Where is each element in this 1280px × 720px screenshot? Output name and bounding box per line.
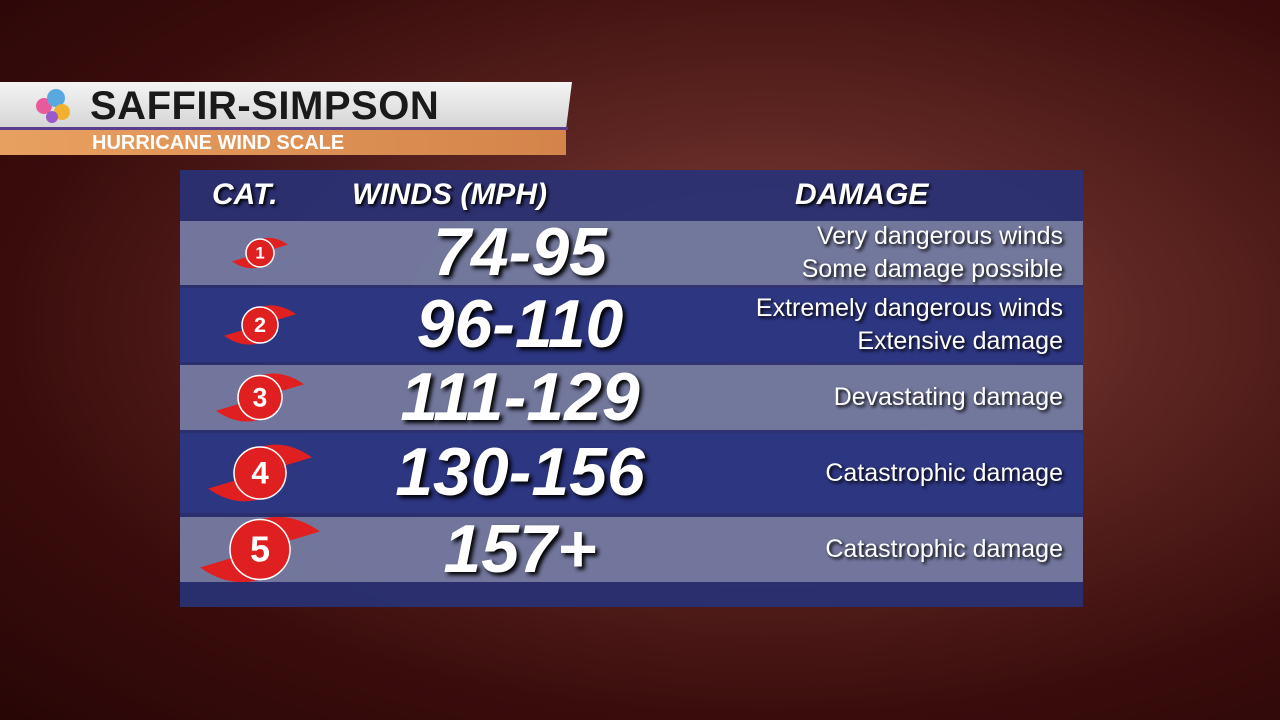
damage-line: Extensive damage (857, 327, 1063, 355)
table-row: 3 111-129 Devastating damage (180, 359, 1083, 435)
damage: Devastating damage (834, 381, 1063, 414)
category: 5 (250, 529, 270, 570)
winds: 130-156 (395, 434, 645, 510)
column-header: CAT. (212, 178, 278, 211)
winds: 111-129 (400, 358, 640, 435)
logo (36, 89, 70, 123)
subtitle: HURRICANE WIND SCALE (92, 132, 345, 154)
icon-circle (241, 306, 279, 344)
damage-line: Extremely dangerous winds (755, 294, 1063, 322)
category: 3 (253, 382, 268, 412)
damage: Catastrophic damage (825, 533, 1063, 566)
damage: Extremely dangerous winds Extensive damag… (756, 292, 1063, 358)
column-header: DAMAGE (795, 178, 929, 211)
title: SAFFIR-SIMPSON (90, 84, 440, 128)
hurricane-icon: 2 (224, 305, 296, 345)
category: 2 (254, 312, 266, 337)
damage-line: Some damage possible (801, 255, 1063, 283)
banner-sub (0, 130, 566, 155)
category: 1 (255, 244, 264, 263)
table-row: 5 157+ Catastrophic damage (180, 511, 1083, 587)
banner-line (0, 127, 568, 130)
table-row: 4 130-156 Catastrophic damage (180, 433, 1083, 513)
damage-line: Catastrophic damage (825, 535, 1063, 563)
icon-circle (245, 238, 275, 268)
icon-circle (229, 518, 291, 581)
hurricane-icon: 5 (200, 517, 320, 582)
damage-line: Devastating damage (833, 383, 1063, 411)
winds: 74-95 (433, 214, 607, 290)
damage-line: Catastrophic damage (825, 458, 1063, 487)
damage: Catastrophic damage (825, 457, 1063, 490)
icon-circle (233, 446, 287, 500)
hurricane-icon: 4 (208, 444, 312, 502)
column-header: WINDS (MPH) (352, 178, 547, 211)
damage-line: Very dangerous winds (817, 222, 1063, 250)
hurricane-icon: 1 (232, 237, 288, 269)
winds: 157+ (443, 510, 597, 587)
icon-circle (237, 374, 283, 421)
damage: Very dangerous winds Some damage possible (802, 220, 1063, 286)
category: 4 (251, 455, 269, 490)
banner (0, 82, 572, 127)
table-row: 1 74-95 Very dangerous winds Some damage po… (180, 214, 1083, 290)
table-row: 2 96-110 Extremely dangerous winds Extensiv… (180, 286, 1083, 362)
winds: 96-110 (416, 286, 624, 362)
hurricane-icon: 3 (216, 373, 304, 422)
